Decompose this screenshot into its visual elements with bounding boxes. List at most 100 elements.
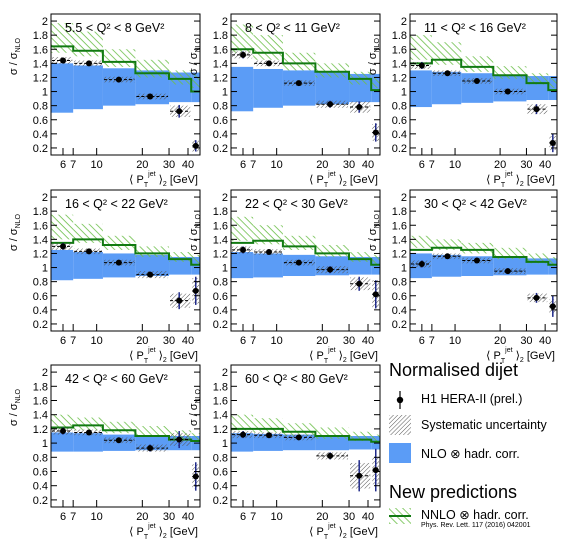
data-point bbox=[265, 432, 272, 439]
data-point bbox=[176, 297, 183, 304]
q2-range-label: 5.5 < Q² < 8 GeV² bbox=[65, 21, 164, 35]
x-axis-label: ⟨ PTjet ⟩2 [GeV] bbox=[486, 347, 555, 365]
nnlo-band bbox=[431, 42, 462, 65]
nnlo-band bbox=[253, 225, 283, 245]
nnlo-band bbox=[410, 235, 432, 248]
legend-nlo-label: NLO ⊗ hadr. corr. bbox=[421, 447, 520, 461]
data-point bbox=[372, 291, 379, 298]
panel-2: 0.2 0.4 0.6 0.8 1 1.2 1.4 1.6 1.8 2 6 7 10 20 30 40⟨ PT… bbox=[188, 13, 381, 189]
y-tick-label: 0.2 bbox=[392, 143, 407, 155]
nlo-band bbox=[282, 70, 316, 106]
y-tick-label: 0.8 bbox=[213, 101, 228, 113]
nlo-band bbox=[51, 249, 74, 281]
y-tick-label: 1.6 bbox=[213, 220, 228, 232]
nnlo-band bbox=[231, 414, 254, 431]
legend-nnlo-label: NNLO ⊗ hadr. corr. bbox=[421, 508, 529, 522]
nnlo-band bbox=[349, 252, 372, 262]
x-tick-label: 30 bbox=[343, 511, 355, 523]
nnlo-band bbox=[315, 427, 350, 439]
nnlo-band bbox=[461, 56, 494, 72]
data-point bbox=[549, 140, 556, 147]
y-tick-label: 1.2 bbox=[213, 72, 228, 84]
y-tick-label: 2 bbox=[42, 16, 48, 28]
y-tick-label: 2 bbox=[222, 16, 228, 28]
panel-6: 0.2 0.4 0.6 0.8 1 1.2 1.4 1.6 1.8 2 6 7 10 20 30 40⟨ PT… bbox=[367, 189, 558, 365]
y-tick-label: 1.8 bbox=[213, 206, 228, 218]
nnlo-band bbox=[526, 73, 549, 85]
y-tick-label: 1.2 bbox=[33, 424, 48, 436]
x-tick-label: 7 bbox=[429, 335, 435, 347]
y-tick-label: 0.8 bbox=[33, 452, 48, 464]
y-axis-label: σ / σNLO bbox=[188, 388, 202, 426]
x-tick-label: 30 bbox=[520, 159, 532, 171]
y-tick-label: 1.2 bbox=[213, 248, 228, 260]
y-tick-label: 1.6 bbox=[213, 44, 228, 56]
y-tick-label: 1.4 bbox=[392, 58, 407, 70]
y-tick-label: 1.2 bbox=[33, 72, 48, 84]
data-point bbox=[327, 101, 334, 108]
x-tick-label: 6 bbox=[60, 335, 66, 347]
q2-range-label: 60 < Q² < 80 GeV² bbox=[245, 372, 348, 386]
y-tick-label: 1 bbox=[401, 87, 407, 99]
y-tick-label: 1.8 bbox=[392, 206, 407, 218]
x-tick-label: 6 bbox=[419, 335, 425, 347]
y-tick-label: 1 bbox=[42, 263, 48, 275]
nnlo-band bbox=[431, 239, 462, 250]
nnlo-band bbox=[526, 253, 549, 264]
y-tick-label: 1 bbox=[401, 263, 407, 275]
nlo-band bbox=[431, 254, 462, 277]
nnlo-band bbox=[191, 433, 200, 441]
x-tick-label: 30 bbox=[163, 511, 175, 523]
nnlo-band bbox=[102, 49, 136, 67]
data-point bbox=[240, 431, 247, 438]
y-tick-label: 0.6 bbox=[213, 115, 228, 127]
y-tick-label: 1.4 bbox=[213, 234, 228, 246]
nnlo-band bbox=[73, 31, 103, 57]
panel-frame bbox=[230, 364, 381, 508]
x-tick-label: 20 bbox=[136, 335, 148, 347]
nnlo-line bbox=[231, 48, 380, 92]
data-point bbox=[147, 271, 154, 278]
nlo-band bbox=[51, 63, 74, 113]
panel-frame bbox=[50, 189, 201, 332]
data-point bbox=[533, 294, 540, 301]
x-tick-label: 30 bbox=[343, 335, 355, 347]
y-tick-label: 1.6 bbox=[213, 396, 228, 408]
nnlo-band bbox=[51, 214, 74, 240]
data-point bbox=[372, 129, 379, 136]
data-point bbox=[176, 436, 183, 443]
panel-4: 0.2 0.4 0.6 0.8 1 1.2 1.4 1.6 1.8 2 6 7 10 20 30 40⟨ PT… bbox=[8, 189, 201, 365]
x-tick-label: 40 bbox=[362, 511, 374, 523]
x-tick-label: 30 bbox=[163, 335, 175, 347]
x-tick-label: 10 bbox=[91, 511, 103, 523]
nlo-band bbox=[410, 70, 432, 108]
nnlo-band bbox=[461, 242, 494, 254]
y-tick-label: 0.6 bbox=[392, 291, 407, 303]
data-point bbox=[473, 257, 480, 264]
y-tick-label: 0.8 bbox=[392, 101, 407, 113]
data-point bbox=[265, 249, 272, 256]
y-tick-label: 1.8 bbox=[213, 30, 228, 42]
y-tick-label: 2 bbox=[401, 192, 407, 204]
y-tick-label: 1 bbox=[42, 87, 48, 99]
y-tick-label: 1.6 bbox=[33, 220, 48, 232]
nlo-band bbox=[73, 433, 103, 452]
q2-range-label: 11 < Q² < 16 GeV² bbox=[424, 21, 526, 35]
y-tick-label: 1.4 bbox=[392, 234, 407, 246]
x-tick-label: 20 bbox=[136, 511, 148, 523]
x-tick-label: 7 bbox=[70, 511, 76, 523]
data-point bbox=[192, 473, 199, 480]
y-tick-label: 1 bbox=[42, 438, 48, 450]
x-axis-label: ⟨ PTjet ⟩2 [GeV] bbox=[486, 171, 555, 189]
x-tick-label: 7 bbox=[429, 159, 435, 171]
data-point bbox=[60, 57, 67, 64]
y-tick-label: 0.4 bbox=[33, 305, 48, 317]
x-tick-label: 6 bbox=[60, 159, 66, 171]
panel-8: 0.2 0.4 0.6 0.8 1 1.2 1.4 1.6 1.8 2 6 7 10 20 30 40⟨ PT… bbox=[188, 364, 381, 541]
x-tick-label: 7 bbox=[70, 159, 76, 171]
nnlo-line bbox=[231, 427, 380, 443]
data-point bbox=[504, 88, 511, 95]
nnlo-band bbox=[231, 216, 254, 241]
y-tick-label: 1.6 bbox=[33, 396, 48, 408]
x-tick-label: 7 bbox=[70, 335, 76, 347]
